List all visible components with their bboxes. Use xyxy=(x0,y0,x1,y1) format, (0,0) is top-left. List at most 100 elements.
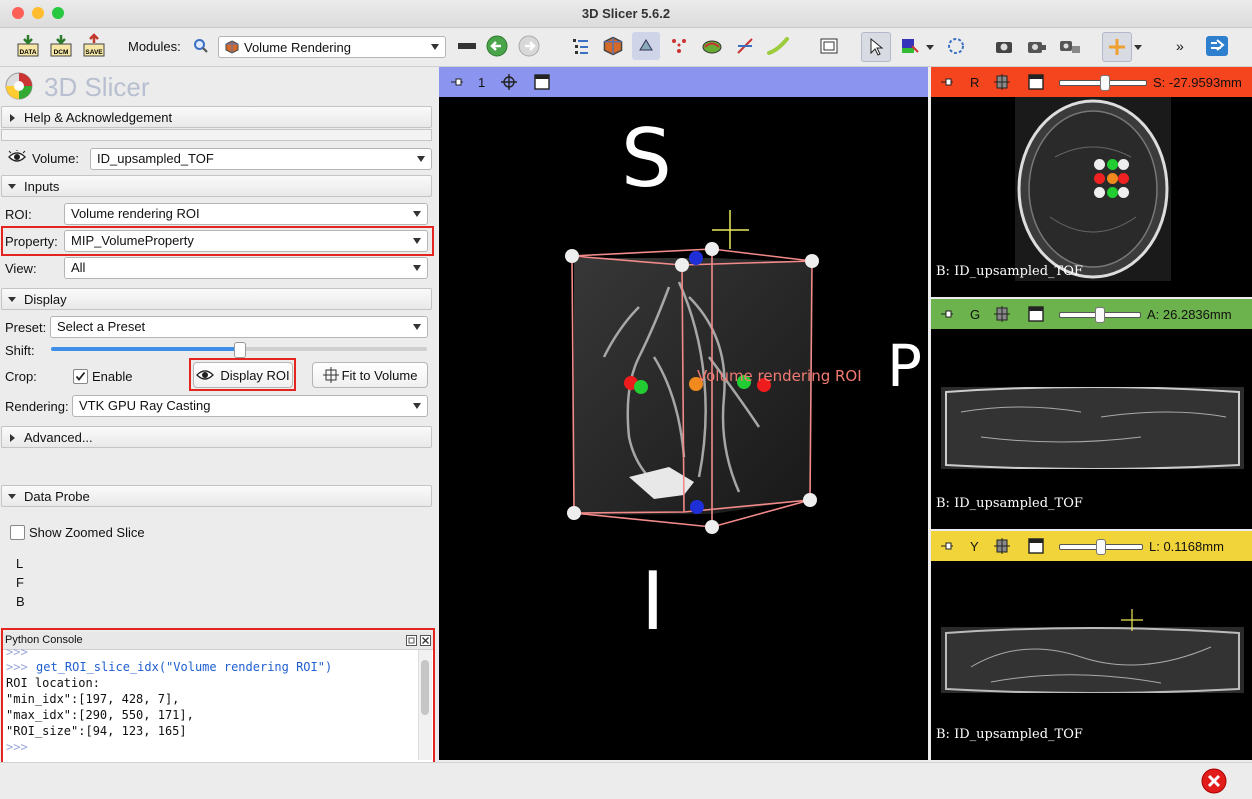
roi-box[interactable] xyxy=(571,248,813,528)
pin-icon[interactable] xyxy=(940,309,954,319)
scene-view-button[interactable] xyxy=(1023,32,1051,60)
load-dicom-button[interactable]: DCM xyxy=(47,32,75,60)
close-icon[interactable] xyxy=(420,635,431,646)
module-history-button[interactable] xyxy=(453,32,481,60)
green-slice-slider[interactable] xyxy=(1059,307,1141,323)
maximize-view-icon[interactable] xyxy=(1028,538,1044,554)
yellow-slice-slider[interactable] xyxy=(1059,539,1143,555)
scene-restore-button[interactable] xyxy=(1056,32,1084,60)
preset-selector[interactable]: Select a Preset xyxy=(50,316,428,338)
roi-selector[interactable]: Volume rendering ROI xyxy=(64,203,428,225)
shift-slider-handle[interactable] xyxy=(234,342,246,358)
3d-view[interactable]: 1 S P I xyxy=(439,67,928,760)
pin-icon[interactable] xyxy=(940,77,954,87)
display-roi-button[interactable]: Display ROI xyxy=(193,362,293,388)
module-search-icon[interactable] xyxy=(193,38,209,57)
minimize-window-button[interactable] xyxy=(32,7,44,19)
red-slice-slider-handle[interactable] xyxy=(1100,75,1110,91)
roi-corner-handle[interactable] xyxy=(705,242,719,256)
view-selector[interactable]: All xyxy=(64,257,428,279)
yellow-slice-slider-handle[interactable] xyxy=(1096,539,1107,555)
load-data-button[interactable]: DATA xyxy=(14,32,42,60)
roi-face-handle-green[interactable] xyxy=(737,375,751,389)
preset-value: Select a Preset xyxy=(57,319,146,334)
float-icon[interactable] xyxy=(406,635,417,646)
maximize-view-icon[interactable] xyxy=(1028,306,1044,322)
volume-selector[interactable]: ID_upsampled_TOF xyxy=(90,148,432,170)
shift-slider[interactable] xyxy=(51,342,427,358)
link-icon[interactable] xyxy=(994,74,1010,90)
close-window-button[interactable] xyxy=(12,7,24,19)
console-prompt-bottom[interactable]: >>> xyxy=(6,740,28,754)
checkmark-icon xyxy=(75,371,86,381)
pin-icon[interactable] xyxy=(940,541,954,551)
select-mode-button[interactable] xyxy=(861,32,891,62)
back-button[interactable] xyxy=(483,32,511,60)
console-output-line: "min_idx":[197, 428, 7], xyxy=(6,692,180,706)
capture-view-button[interactable] xyxy=(990,32,1018,60)
display-section-header[interactable]: Display xyxy=(1,288,432,310)
crosshair-dropdown-icon[interactable] xyxy=(1134,45,1142,50)
forward-button[interactable] xyxy=(515,32,543,60)
orientation-label-i: I xyxy=(641,555,665,648)
red-slice-slider[interactable] xyxy=(1059,75,1147,91)
link-icon[interactable] xyxy=(994,306,1010,322)
save-button[interactable]: SAVE xyxy=(80,32,108,60)
transforms-module-button[interactable] xyxy=(731,32,759,60)
markups-module-button[interactable] xyxy=(665,32,693,60)
fit-to-volume-label: Fit to Volume xyxy=(341,367,418,383)
screenshot-layout-button[interactable] xyxy=(815,32,843,60)
show-zoomed-slice-checkbox[interactable] xyxy=(10,525,25,540)
yellow-slice-view[interactable]: Y L: 0.1168mm B: ID_upsampled_TOF xyxy=(931,531,1252,760)
green-slice-slider-handle[interactable] xyxy=(1094,307,1105,323)
help-section-header[interactable]: Help & Acknowledgement xyxy=(1,106,432,128)
green-slice-view[interactable]: G A: 26.2836mm B: ID_upsampled_TOF xyxy=(931,299,1252,529)
roi-face-handle-blue[interactable] xyxy=(690,500,704,514)
toolbar-overflow-button[interactable]: » xyxy=(1176,38,1184,54)
volumes-module-button[interactable] xyxy=(599,32,627,60)
persistence-button[interactable] xyxy=(942,32,970,60)
roi-corner-handle[interactable] xyxy=(805,254,819,268)
curve-tool-button[interactable] xyxy=(764,32,792,60)
rendering-value: VTK GPU Ray Casting xyxy=(79,398,211,413)
bright-structure xyxy=(629,467,694,499)
inputs-section-header[interactable]: Inputs xyxy=(1,175,432,197)
roi-face-handle-red[interactable] xyxy=(757,378,771,392)
roi-face-handle-blue[interactable] xyxy=(689,251,703,265)
segment-editor-button[interactable] xyxy=(698,32,726,60)
console-command: get_ROI_slice_idx("Volume rendering ROI"… xyxy=(36,660,333,674)
enable-crop-checkbox[interactable] xyxy=(73,369,88,384)
console-scrollbar-thumb[interactable] xyxy=(421,660,429,715)
error-log-icon[interactable] xyxy=(1200,767,1228,795)
fit-to-volume-button[interactable]: Fit to Volume xyxy=(312,362,428,388)
maximize-view-icon[interactable] xyxy=(1028,74,1044,90)
roi-corner-handle[interactable] xyxy=(567,506,581,520)
link-icon[interactable] xyxy=(994,538,1010,554)
roi-corner-handle[interactable] xyxy=(565,249,579,263)
extension-manager-button[interactable] xyxy=(1203,32,1231,60)
place-fiducial-button[interactable] xyxy=(895,32,923,60)
maximize-view-icon[interactable] xyxy=(534,74,550,90)
pin-icon[interactable] xyxy=(450,77,464,87)
models-module-button[interactable] xyxy=(632,32,660,60)
maximize-window-button[interactable] xyxy=(52,7,64,19)
red-slice-view[interactable]: R S: -27.9593mm B: ID_upsampled_TOF xyxy=(931,67,1252,297)
red-slice-position: S: -27.9593mm xyxy=(1153,75,1242,90)
roi-face-handle-green[interactable] xyxy=(634,380,648,394)
advanced-section-header[interactable]: Advanced... xyxy=(1,426,432,448)
roi-corner-handle[interactable] xyxy=(803,493,817,507)
roi-center-handle[interactable] xyxy=(689,377,703,391)
dcm-icon: DCM xyxy=(50,35,72,57)
roi-corner-handle[interactable] xyxy=(675,258,689,272)
rendering-selector[interactable]: VTK GPU Ray Casting xyxy=(72,395,428,417)
data-module-button[interactable] xyxy=(566,32,594,60)
console-scrollbar[interactable] xyxy=(418,650,432,760)
crosshair-button[interactable] xyxy=(1102,32,1132,62)
place-mode-dropdown-icon[interactable] xyxy=(926,45,934,50)
eye-icon[interactable] xyxy=(8,150,26,164)
property-selector[interactable]: MIP_VolumeProperty xyxy=(64,230,428,252)
module-selector[interactable]: Volume Rendering xyxy=(218,36,446,58)
data-probe-section-header[interactable]: Data Probe xyxy=(1,485,432,507)
roi-corner-handle[interactable] xyxy=(705,520,719,534)
center-view-icon[interactable] xyxy=(500,73,518,91)
